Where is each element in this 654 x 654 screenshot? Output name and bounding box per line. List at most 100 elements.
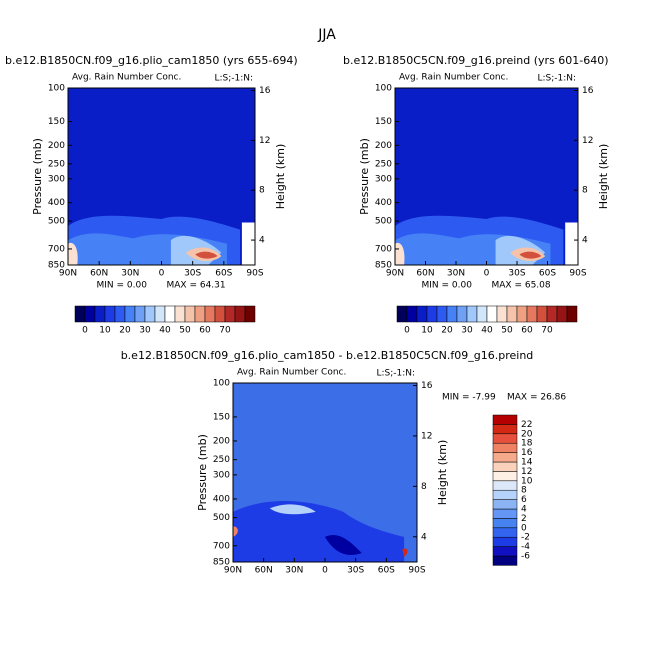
y-tick-label: 200: [48, 141, 65, 151]
contour-region: [565, 222, 578, 265]
panel-title: b.e12.B1850C5CN.f09_g16.preind (yrs 601-…: [343, 54, 609, 67]
colorbar-box: [224, 305, 236, 323]
colorbar-label: 30: [461, 326, 473, 336]
colorbar-box: [476, 305, 488, 323]
colorbar-label: 10: [421, 326, 433, 336]
colorbar-box: [164, 305, 176, 323]
colorbar-label: 12: [521, 467, 532, 477]
x-tick-label: 60N: [255, 566, 273, 576]
colorbar-box: [74, 305, 86, 323]
colorbar-box: [506, 305, 518, 323]
colorbar-box: [396, 305, 408, 323]
x-tick-label: 60S: [215, 269, 232, 279]
y-tick-label: 200: [375, 141, 392, 151]
colorbar-box: [406, 305, 418, 323]
y-tick-label: 500: [48, 217, 65, 227]
colorbar-box: [516, 305, 528, 323]
colorbar-box: [234, 305, 246, 323]
colorbar-label: 4: [521, 505, 527, 515]
y-tick-label: 850: [375, 261, 392, 271]
stat-min: MIN = -7.99: [442, 393, 496, 403]
y-tick-label: 400: [48, 198, 65, 208]
colorbar-label: 30: [139, 326, 151, 336]
colorbar-box: [536, 305, 548, 323]
x-tick-label: 90S: [408, 566, 425, 576]
colorbar-label: 14: [521, 458, 533, 468]
y2-tick-label: 12: [259, 136, 270, 146]
colorbar-label: 20: [521, 429, 533, 439]
colorbar-box: [556, 305, 568, 323]
colorbar-label: -4: [521, 542, 530, 552]
x-tick-label: 0: [159, 269, 165, 279]
colorbar-box: [204, 305, 216, 323]
colorbar-box: [492, 546, 518, 557]
colorbar-label: 60: [199, 326, 211, 336]
colorbar-box: [184, 305, 196, 323]
colorbar-label: 20: [441, 326, 453, 336]
y2-tick-label: 4: [259, 236, 265, 246]
figure-title: JJA: [317, 27, 336, 43]
colorbar-box: [144, 305, 156, 323]
corner-label: L:S;-1:N:: [376, 369, 415, 379]
contour-region: [395, 242, 405, 265]
contour-region: [195, 251, 218, 259]
y2-tick-label: 12: [582, 136, 593, 146]
y-tick-label: 250: [375, 159, 392, 169]
x-tick-label: 90N: [386, 269, 404, 279]
colorbar-label: 0: [82, 326, 88, 336]
colorbar-box: [114, 305, 126, 323]
contour-region: [269, 504, 316, 515]
colorbar-label: 50: [179, 326, 191, 336]
y-tick-label: 100: [375, 84, 392, 94]
x-tick-label: 30N: [121, 269, 139, 279]
colorbar-box: [492, 433, 518, 444]
stat-max: MAX = 65.08: [492, 281, 551, 291]
colorbar-label: -6: [521, 552, 530, 562]
colorbar-box: [426, 305, 438, 323]
x-tick-label: 60N: [90, 269, 108, 279]
colorbar-box: [492, 414, 518, 425]
y-tick-label: 400: [213, 494, 230, 504]
colorbar-box: [492, 555, 518, 566]
x-tick-label: 30S: [184, 269, 201, 279]
colorbar-box: [466, 305, 478, 323]
stat-min: MIN = 0.00: [422, 281, 473, 291]
colorbar-label: 50: [501, 326, 513, 336]
y-tick-label: 500: [375, 217, 392, 227]
panel-subtitle: Avg. Rain Number Conc.: [237, 368, 346, 378]
contour-region: [325, 534, 362, 556]
colorbar-label: 70: [219, 326, 231, 336]
colorbar-label: 20: [119, 326, 131, 336]
y2-tick-label: 16: [259, 86, 271, 96]
contour-region: [68, 242, 78, 265]
panel-subtitle: Avg. Rain Number Conc.: [72, 73, 181, 83]
colorbar-box: [492, 452, 518, 463]
colorbar-box: [84, 305, 96, 323]
stat-max: MAX = 26.86: [507, 393, 566, 403]
colorbar-box: [174, 305, 186, 323]
colorbar-box: [104, 305, 116, 323]
contour-region: [519, 251, 542, 259]
colorbar-label: 10: [521, 476, 533, 486]
colorbar-box: [492, 442, 518, 453]
y2-axis-label: Height (km): [274, 144, 287, 210]
colorbar-box: [244, 305, 256, 323]
x-tick-label: 30S: [508, 269, 525, 279]
colorbar-label: 18: [521, 439, 533, 449]
colorbar-box: [436, 305, 448, 323]
colorbar-label: 70: [541, 326, 553, 336]
contour-region: [241, 222, 255, 265]
colorbar-box: [492, 499, 518, 510]
colorbar-box: [456, 305, 468, 323]
colorbar-box: [492, 489, 518, 500]
y2-tick-label: 8: [582, 186, 588, 196]
y-tick-label: 250: [213, 455, 230, 465]
y-tick-label: 150: [48, 117, 65, 127]
y2-tick-label: 16: [582, 86, 594, 96]
y2-axis-label: Height (km): [597, 144, 610, 210]
y-axis-label: Pressure (mb): [358, 138, 371, 215]
colorbar-label: 16: [521, 448, 533, 458]
corner-label: L:S;-1:N:: [214, 74, 253, 84]
y2-tick-label: 4: [582, 236, 588, 246]
